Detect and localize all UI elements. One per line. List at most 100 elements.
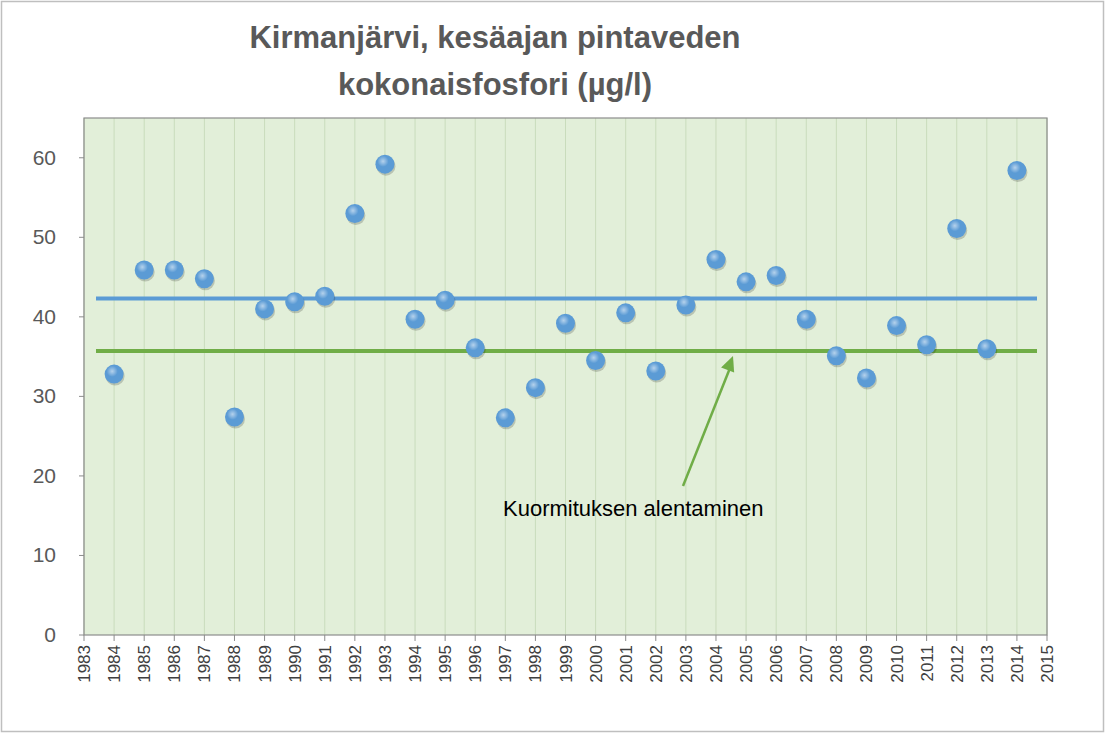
x-tick — [866, 635, 867, 641]
grid-line — [896, 118, 897, 635]
grid-line — [445, 118, 446, 635]
y-tick — [79, 316, 84, 317]
point-group — [616, 303, 636, 324]
point-highlight — [406, 310, 425, 329]
y-tick — [79, 555, 84, 556]
x-tick-label: 1989 — [256, 645, 275, 683]
point-highlight — [887, 316, 906, 335]
point-highlight — [345, 204, 364, 223]
y-tick-label: 0 — [44, 623, 56, 646]
grid-line — [595, 118, 596, 635]
point-highlight — [526, 378, 545, 397]
point — [887, 316, 906, 335]
x-tick-label: 1998 — [526, 645, 545, 683]
x-tick-label: 1991 — [316, 645, 335, 683]
x-tick — [715, 635, 716, 641]
point — [375, 155, 394, 174]
x-tick-label: 1994 — [406, 645, 425, 683]
outer-frame — [2, 2, 1104, 732]
x-tick-label: 2000 — [587, 645, 606, 683]
point — [646, 361, 665, 380]
point-highlight — [947, 219, 966, 238]
x-tick-label: 2015 — [1038, 645, 1057, 683]
y-tick-label: 40 — [33, 305, 56, 328]
point-group — [225, 408, 245, 429]
x-tick — [294, 635, 295, 641]
y-tick-label: 30 — [33, 384, 56, 407]
grid-line — [565, 118, 566, 635]
x-tick — [475, 635, 476, 641]
point — [165, 260, 184, 279]
x-tick-label: 1987 — [195, 645, 214, 683]
point-highlight — [135, 260, 154, 279]
x-tick — [746, 635, 747, 641]
point — [556, 314, 575, 333]
point-group — [135, 260, 155, 281]
point — [857, 369, 876, 388]
annotation-arrow — [683, 368, 730, 486]
x-tick — [956, 635, 957, 641]
grid-line — [746, 118, 747, 635]
point — [255, 299, 274, 318]
point — [767, 266, 786, 285]
x-tick-label: 2009 — [857, 645, 876, 683]
point-highlight — [375, 155, 394, 174]
point — [977, 339, 996, 358]
x-tick-label: 2014 — [1008, 645, 1027, 683]
point-highlight — [797, 310, 816, 329]
x-tick — [324, 635, 325, 641]
point-highlight — [105, 365, 124, 384]
plot-background — [84, 118, 1047, 635]
grid-line — [415, 118, 416, 635]
chart: Kirmanjärvi, kesäajan pintavedenkokonais… — [0, 0, 1105, 733]
x-tick — [565, 635, 566, 641]
x-tick-label: 1985 — [135, 645, 154, 683]
x-tick-label: 2011 — [918, 645, 937, 682]
point — [676, 295, 695, 314]
point — [225, 408, 244, 427]
point-group — [496, 408, 516, 429]
x-tick-label: 2007 — [797, 645, 816, 683]
point-highlight — [255, 299, 274, 318]
y-tick — [79, 396, 84, 397]
point-group — [706, 250, 726, 271]
grid-line — [204, 118, 205, 635]
x-tick — [926, 635, 927, 641]
grid-line — [926, 118, 927, 635]
x-tick — [174, 635, 175, 641]
x-tick — [384, 635, 385, 641]
point-group — [195, 269, 215, 290]
point-highlight — [496, 408, 515, 427]
x-tick-label: 1990 — [286, 645, 305, 683]
point-highlight — [767, 266, 786, 285]
x-tick — [595, 635, 596, 641]
point — [827, 346, 846, 365]
x-tick — [84, 635, 85, 641]
x-tick — [836, 635, 837, 641]
x-tick — [625, 635, 626, 641]
point — [917, 335, 936, 354]
point — [345, 204, 364, 223]
point-group — [375, 155, 395, 176]
point-group — [165, 260, 185, 281]
x-tick — [264, 635, 265, 641]
grid-line — [234, 118, 235, 635]
x-tick — [144, 635, 145, 641]
y-tick-label: 10 — [33, 543, 56, 566]
x-tick — [1016, 635, 1017, 641]
point-group — [466, 338, 486, 359]
point-group — [105, 365, 125, 386]
x-tick-label: 1996 — [466, 645, 485, 683]
reference-line — [96, 297, 1037, 301]
x-tick-label: 1983 — [75, 645, 94, 683]
point-group — [977, 339, 997, 360]
x-tick-label: 2013 — [978, 645, 997, 683]
point-highlight — [586, 351, 605, 370]
x-tick — [234, 635, 235, 641]
reference-line — [96, 349, 1037, 353]
point — [315, 287, 334, 306]
point-group — [556, 314, 576, 335]
x-tick-label: 1993 — [376, 645, 395, 683]
point-highlight — [466, 338, 485, 357]
grid-line — [956, 118, 957, 635]
